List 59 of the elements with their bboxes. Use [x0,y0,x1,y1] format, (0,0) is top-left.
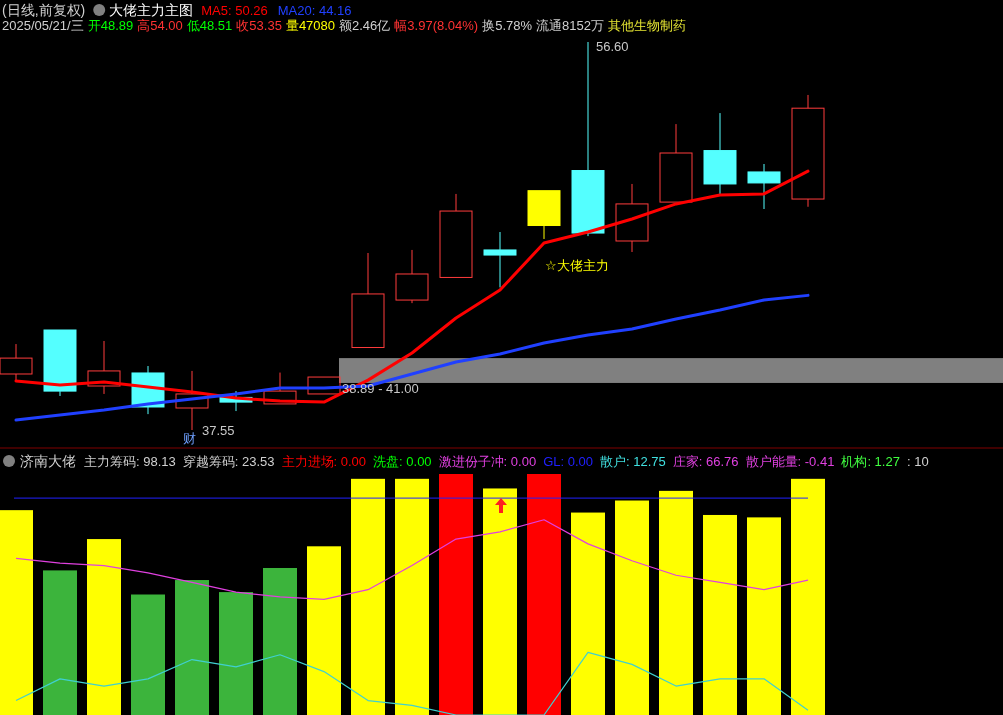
text: 量47080 [285,18,336,33]
text: 2025/05/21/三 [2,18,84,33]
annotation: ☆大佬主力 [545,258,609,273]
chart-title: (日线,前复权) [2,2,86,18]
bar [439,474,473,715]
text: 穿越筹码: 23.53 [182,454,275,469]
candlestick [615,183,649,253]
bar [87,539,121,715]
candlestick [483,231,517,288]
chart-title: 济南大佬 [20,453,76,469]
bar [703,514,737,715]
bar [571,512,605,715]
bar [527,474,561,715]
candlestick [87,340,121,395]
text: 财 [182,431,196,446]
bar [659,490,693,715]
text: MA5: 50.26 [201,3,268,18]
candlestick [0,343,33,382]
bar [307,546,341,715]
text: : 10 [906,454,929,469]
bar [747,517,781,715]
text: 低48.51 [186,18,233,33]
bar [263,567,297,715]
bar [615,500,649,715]
text: GL: 0.00 [543,454,593,469]
bar [395,478,429,715]
bar [791,478,825,715]
text: MA20: 44.16 [277,3,352,18]
bar [131,594,165,715]
text: 散户: 12.75 [600,454,666,469]
text: 开48.89 [87,18,134,33]
bar [483,488,517,715]
text: 散户能量: -0.41 [745,454,835,469]
candlestick [703,112,737,195]
bar [351,478,385,715]
candlestick [791,94,825,208]
text: 收53.35 [236,18,282,33]
text: 幅3.97(8.04%) [394,18,479,33]
text: 激进份子冲: 0.00 [438,454,537,469]
bar [43,570,77,715]
text: 庄家: 66.76 [672,454,739,469]
bar [219,592,253,715]
chart-subtitle: 大佬主力主图 [109,2,194,18]
text: 机构: 1.27 [841,454,900,469]
text: 洗盘: 0.00 [373,454,432,469]
candlestick [747,163,781,210]
text: 换5.78% [482,18,533,33]
bar [175,580,209,715]
candlestick [395,249,429,304]
text: 高54.00 [137,18,183,33]
annotation: 37.55 [202,423,235,438]
bar [0,510,33,715]
text: 额2.46亿 [339,18,391,33]
text: 其他生物制药 [607,18,686,33]
text: 主力进场: 0.00 [281,454,367,469]
annotation: 56.60 [596,39,629,54]
text: 流通8152万 [536,18,604,33]
annotation: 38.89 - 41.00 [342,380,419,396]
text: 主力筹码: 98.13 [84,454,176,469]
